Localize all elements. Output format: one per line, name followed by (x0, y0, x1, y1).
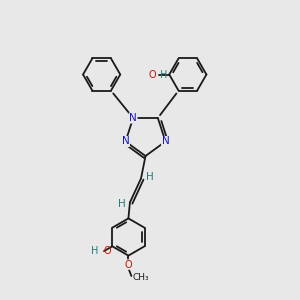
Text: N: N (162, 136, 169, 146)
Text: O: O (103, 246, 111, 256)
Text: H: H (118, 199, 125, 209)
Text: CH₃: CH₃ (133, 273, 149, 282)
Text: O: O (149, 70, 156, 80)
Text: O: O (124, 260, 132, 270)
Text: N: N (122, 136, 129, 146)
Text: H: H (91, 246, 99, 256)
Text: H: H (160, 70, 168, 80)
Text: N: N (129, 113, 137, 123)
Text: H: H (146, 172, 153, 182)
